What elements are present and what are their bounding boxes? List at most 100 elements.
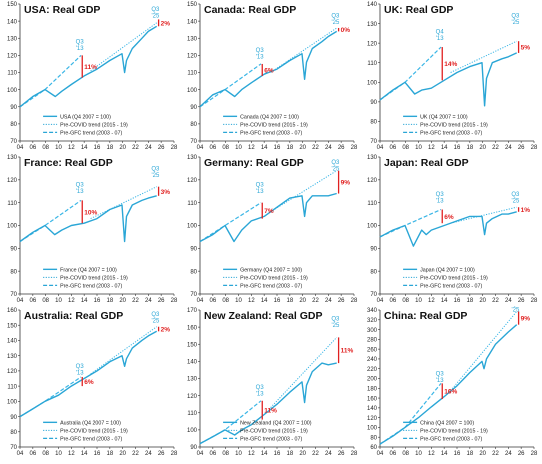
pre-covid-trend-line (90, 326, 157, 375)
legend: USA (Q4 2007 = 100) Pre-COVID trend (2015… (43, 114, 128, 136)
y-tick-label: 120 (367, 41, 378, 47)
x-tick-label: 14 (261, 145, 268, 151)
legend: France (Q4 2007 = 100) Pre-COVID trend (2… (43, 267, 128, 289)
x-tick-label: 28 (531, 298, 538, 304)
gdp-series-line (379, 324, 518, 445)
covid-year-label: '25 (511, 20, 519, 26)
x-tick-label: 26 (518, 451, 525, 457)
chart-title: Germany: Real GDP (204, 157, 304, 169)
legend-label: Pre-GFC trend (2003 - 07) (420, 130, 482, 136)
y-tick-label: 120 (367, 416, 378, 422)
x-tick-label: 12 (68, 145, 75, 151)
legend-label: Pre-COVID trend (2015 - 19) (60, 275, 128, 281)
x-tick-label: 10 (55, 298, 62, 304)
legend-label: Pre-GFC trend (2003 - 07) (240, 436, 302, 442)
chart-panel-australia: 70 80 90 100 110 120 130 140 150 160 04 06 08 10 12 14 1… (2, 306, 182, 459)
gfc-gap-label: 11% (264, 408, 277, 415)
y-tick-label: 70 (370, 292, 377, 298)
y-tick-label: 100 (187, 224, 198, 230)
x-tick-label: 20 (119, 451, 126, 457)
y-tick-label: 100 (7, 224, 18, 230)
y-tick-label: 140 (7, 19, 18, 25)
y-tick-label: 130 (367, 22, 378, 28)
covid-quarter-label: Q3 (331, 316, 340, 322)
x-tick-label: 06 (29, 298, 36, 304)
x-tick-label: 20 (479, 298, 486, 304)
x-tick-label: 08 (222, 145, 229, 151)
y-tick-label: 90 (10, 105, 17, 111)
x-tick-label: 28 (171, 145, 178, 151)
x-tick-label: 18 (286, 451, 293, 457)
x-tick-label: 12 (248, 298, 255, 304)
y-tick-label: 70 (10, 292, 17, 298)
pre-gfc-trend-line (379, 383, 442, 445)
legend-label: Pre-GFC trend (2003 - 07) (240, 130, 302, 136)
x-tick-label: 14 (261, 451, 268, 457)
y-tick-label: 100 (7, 400, 18, 406)
chart-panel-uk: 70 80 90 100 110 120 130 140 04 06 08 10 12 14 16 18 20 2… (362, 0, 542, 153)
x-tick-label: 08 (222, 298, 229, 304)
x-tick-label: 22 (312, 451, 319, 457)
chart-svg: 90 100 110 120 130 140 150 160 170 04 06 08 10 12 14 16… (187, 308, 358, 457)
chart-panel-france: 70 80 90 100 110 120 130 04 06 08 10 12 14 16 18 20 22 24… (2, 153, 182, 306)
legend-label: USA (Q4 2007 = 100) (60, 114, 111, 120)
y-tick-label: 80 (190, 269, 197, 275)
y-tick-label: 100 (367, 224, 378, 230)
y-tick-label: 120 (187, 394, 198, 400)
x-tick-label: 24 (145, 145, 152, 151)
legend-label: New Zealand (Q4 2007 = 100) (240, 420, 312, 426)
y-tick-label: 60 (370, 445, 377, 451)
gfc-year-label: '13 (436, 36, 444, 42)
x-tick-label: 12 (248, 451, 255, 457)
chart-svg: 70 80 90 100 110 120 130 140 04 06 08 10 12 14 16 18 20 2… (367, 2, 538, 151)
covid-gap-label: 9% (341, 180, 351, 187)
chart-svg: 60 80 100 120 140 160 180 200 220 240 260 280 300 320… (367, 301, 538, 457)
y-tick-label: 120 (187, 178, 198, 184)
y-tick-label: 100 (7, 88, 18, 94)
gfc-quarter-label: Q3 (256, 48, 265, 54)
y-tick-label: 320 (367, 318, 378, 324)
legend-label: Pre-COVID trend (2015 - 19) (420, 428, 488, 434)
gdp-series-line (379, 52, 517, 107)
legend-label: Pre-COVID trend (2015 - 19) (240, 275, 308, 281)
x-tick-label: 06 (209, 145, 216, 151)
y-tick-label: 110 (187, 71, 197, 77)
chart-panel-usa: 70 80 90 100 110 120 130 140 150 04 06 08 10 12 14 16 18… (2, 0, 182, 153)
x-tick-label: 18 (286, 145, 293, 151)
chart-title: USA: Real GDP (24, 4, 100, 16)
x-tick-label: 24 (145, 298, 152, 304)
y-tick-label: 130 (7, 155, 18, 161)
x-tick-label: 22 (492, 145, 499, 151)
x-tick-label: 22 (132, 298, 139, 304)
gfc-year-label: '13 (256, 391, 264, 397)
x-tick-label: 18 (466, 298, 473, 304)
covid-gap-label: 2% (161, 327, 171, 334)
chart-panel-china: 60 80 100 120 140 160 180 200 220 240 260 280 300 320… (362, 301, 542, 459)
y-tick-label: 120 (7, 369, 18, 375)
chart-panel-japan: 70 80 90 100 110 120 130 04 06 08 10 12 14 16 18 20 22 24… (362, 153, 542, 306)
y-tick-label: 170 (187, 308, 198, 314)
x-tick-label: 20 (119, 298, 126, 304)
chart-title: Australia: Real GDP (24, 310, 123, 322)
x-tick-label: 12 (248, 145, 255, 151)
x-tick-label: 08 (402, 145, 409, 151)
x-tick-label: 08 (222, 451, 229, 457)
covid-gap-label: 11% (341, 348, 354, 355)
covid-quarter-label: Q3 (151, 7, 160, 13)
x-tick-label: 14 (441, 298, 448, 304)
y-tick-label: 70 (190, 292, 197, 298)
x-tick-label: 28 (171, 298, 178, 304)
pre-covid-trend-line (450, 206, 517, 224)
y-tick-label: 90 (190, 247, 197, 253)
x-tick-label: 24 (325, 145, 332, 151)
covid-year-label: '25 (151, 13, 159, 19)
covid-quarter-label: Q3 (511, 14, 520, 20)
gfc-gap-label: 10% (84, 209, 97, 216)
legend-label: France (Q4 2007 = 100) (60, 267, 117, 273)
x-tick-label: 10 (235, 298, 242, 304)
x-tick-label: 16 (94, 298, 101, 304)
gdp-series-line (199, 30, 338, 108)
y-tick-label: 120 (7, 54, 18, 60)
covid-quarter-label: Q3 (511, 192, 520, 198)
x-tick-label: 14 (81, 298, 88, 304)
